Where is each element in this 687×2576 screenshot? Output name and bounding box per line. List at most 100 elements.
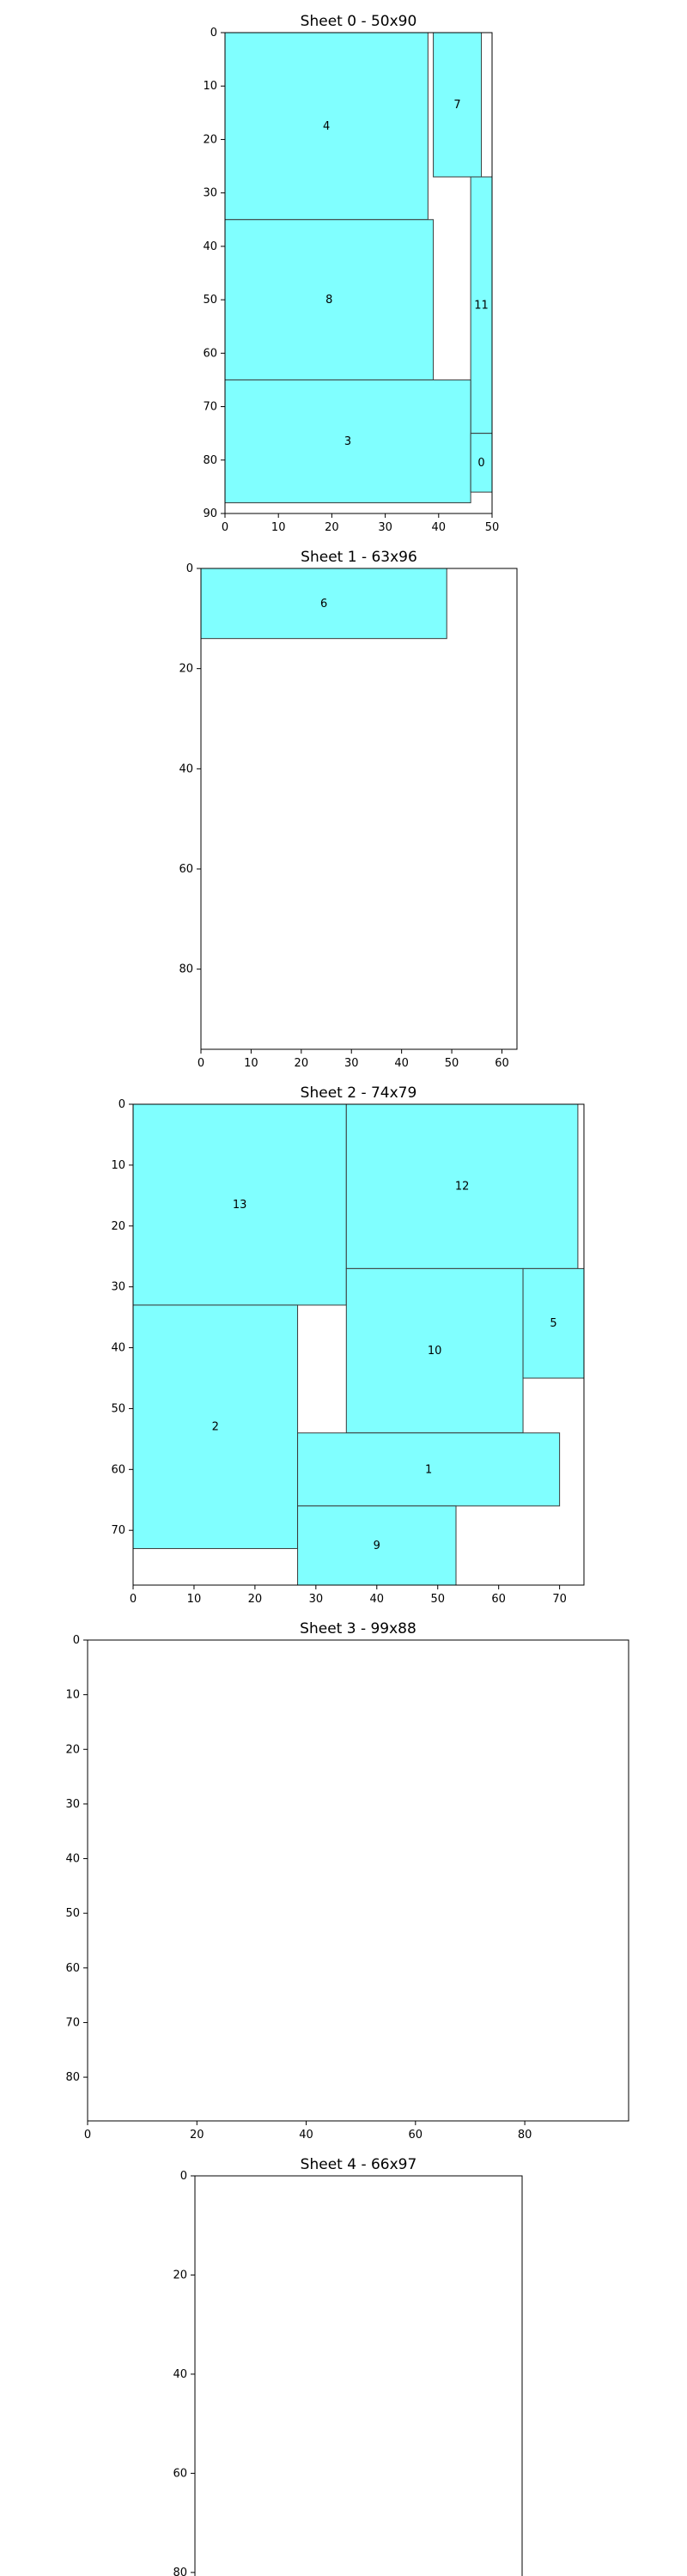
y-tick-label: 90 [203, 507, 217, 520]
sheet-chart-4: Sheet 4 - 66x970102030405060020406080 [173, 2156, 523, 2576]
x-tick-label: 10 [271, 521, 286, 534]
sheet-frame [132, 1103, 585, 1586]
piece-rect-6 [200, 568, 447, 640]
y-tick-label: 10 [65, 1689, 80, 1702]
x-tick-label: 10 [244, 1057, 258, 1070]
y-tick-label: 50 [203, 294, 217, 307]
piece-label-11: 11 [474, 299, 489, 312]
piece-label-2: 2 [212, 1421, 219, 1434]
y-tick-label: 30 [65, 1798, 80, 1811]
piece-rect-4 [224, 32, 429, 221]
x-tick-label: 0 [84, 2129, 91, 2142]
sheet-frame [224, 32, 493, 514]
piece-rect-7 [433, 32, 483, 178]
piece-label-8: 8 [325, 294, 332, 307]
y-tick-label: 50 [111, 1402, 125, 1415]
y-tick-label: 60 [179, 863, 193, 876]
piece-label-5: 5 [550, 1317, 556, 1330]
y-tick-label: 10 [203, 80, 217, 93]
piece-label-12: 12 [455, 1181, 470, 1194]
y-tick-label: 70 [65, 2016, 80, 2029]
piece-rect-9 [297, 1505, 457, 1586]
x-tick-label: 10 [187, 1593, 202, 1606]
x-tick-label: 70 [552, 1593, 567, 1606]
y-tick-label: 10 [111, 1159, 125, 1172]
y-tick-label: 70 [203, 401, 217, 414]
sheet-frame [87, 1639, 629, 2122]
y-tick-label: 20 [111, 1220, 125, 1233]
x-tick-label: 20 [190, 2129, 204, 2142]
x-tick-label: 30 [309, 1593, 324, 1606]
y-tick-label: 60 [65, 1962, 80, 1975]
y-tick-label: 20 [173, 2269, 187, 2281]
piece-label-6: 6 [320, 598, 327, 611]
piece-rect-13 [132, 1103, 347, 1306]
y-tick-label: 30 [111, 1281, 125, 1294]
y-tick-label: 30 [203, 187, 217, 200]
y-tick-label: 40 [203, 240, 217, 253]
x-tick-label: 60 [495, 1057, 509, 1070]
chart-title: Sheet 2 - 74x79 [301, 1084, 417, 1102]
sheet-frame [200, 568, 518, 1050]
y-tick-label: 60 [203, 347, 217, 360]
y-tick-label: 80 [179, 963, 193, 976]
y-tick-label: 0 [119, 1098, 125, 1111]
piece-label-0: 0 [477, 457, 484, 470]
piece-rect-5 [522, 1267, 585, 1379]
sheet-chart-2: Sheet 2 - 74x79 13 12 10 5 2 1 9 0 10 20 30 40 50 60 70… [111, 1084, 585, 1606]
y-tick-label: 80 [65, 2071, 80, 2084]
y-tick-label: 0 [186, 562, 193, 575]
sheet-chart-3: Sheet 3 - 99x88 0 20 40 60 80 0 10 20 30 40 50 60 70 8… [65, 1620, 629, 2142]
piece-label-9: 9 [374, 1540, 380, 1552]
piece-label-4: 4 [323, 120, 330, 133]
piece-rect-12 [345, 1103, 579, 1269]
y-tick-label: 70 [111, 1524, 125, 1537]
y-tick-label: 80 [173, 2567, 187, 2576]
x-tick-label: 40 [370, 1593, 385, 1606]
x-tick-label: 20 [295, 1057, 309, 1070]
y-tick-label: 60 [173, 2467, 187, 2480]
piece-label-1: 1 [425, 1463, 432, 1476]
y-tick-label: 50 [65, 1907, 80, 1920]
piece-label-13: 13 [233, 1199, 247, 1212]
piece-rect-0 [470, 433, 493, 493]
y-tick-label: 20 [65, 1743, 80, 1756]
x-tick-label: 60 [491, 1593, 506, 1606]
x-tick-label: 30 [344, 1057, 359, 1070]
y-tick-label: 80 [203, 454, 217, 467]
y-tick-label: 0 [180, 2170, 187, 2183]
chart-title: Sheet 3 - 99x88 [300, 1620, 416, 1637]
x-tick-label: 0 [198, 1057, 204, 1070]
x-tick-label: 80 [518, 2129, 532, 2142]
x-tick-label: 20 [248, 1593, 263, 1606]
y-tick-label: 40 [111, 1342, 125, 1355]
chart-title: Sheet 1 - 63x96 [301, 549, 417, 566]
chart-title: Sheet 4 - 66x97 [301, 2156, 417, 2173]
piece-label-7: 7 [453, 99, 460, 112]
piece-rect-2 [132, 1304, 299, 1549]
y-tick-label: 0 [73, 1634, 80, 1647]
y-tick-label: 0 [210, 27, 217, 39]
x-tick-label: 20 [325, 521, 339, 534]
x-tick-label: 50 [430, 1593, 445, 1606]
y-tick-label: 40 [173, 2368, 187, 2381]
piece-rect-1 [297, 1432, 561, 1507]
x-tick-label: 40 [432, 521, 447, 534]
x-tick-label: 40 [394, 1057, 409, 1070]
chart-title: Sheet 0 - 50x90 [301, 13, 417, 30]
piece-label-10: 10 [428, 1345, 442, 1358]
y-tick-label: 40 [179, 762, 193, 775]
sheet-frame [194, 2175, 523, 2576]
x-tick-label: 40 [299, 2129, 313, 2142]
piece-rect-3 [224, 379, 471, 504]
y-tick-label: 60 [111, 1463, 125, 1476]
x-tick-label: 30 [378, 521, 392, 534]
y-tick-label: 40 [65, 1853, 80, 1866]
y-tick-label: 20 [179, 663, 193, 676]
x-tick-label: 60 [409, 2129, 423, 2142]
x-tick-label: 50 [445, 1057, 459, 1070]
x-tick-label: 0 [130, 1593, 137, 1606]
